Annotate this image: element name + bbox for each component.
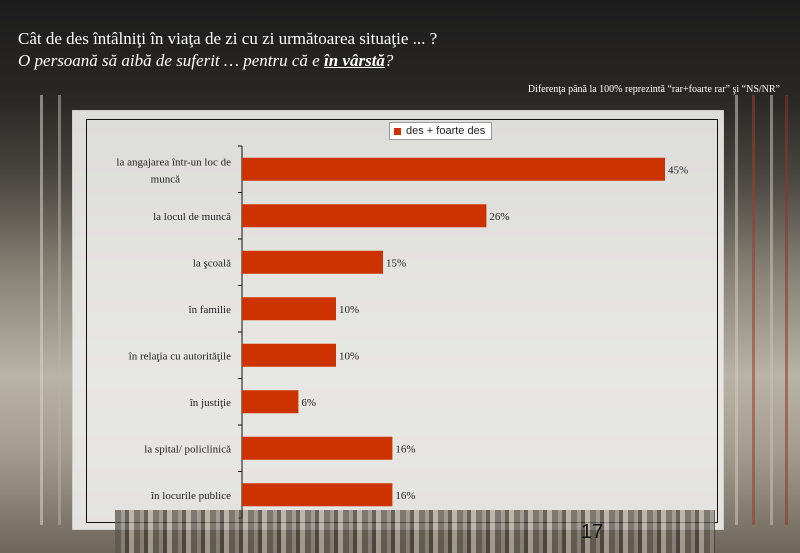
category-label: la angajarea într-un loc de muncă <box>116 156 231 185</box>
category-label: în familie <box>188 304 232 316</box>
percentage-note: Diferenţa până la 100% reprezintă “rar+f… <box>527 84 780 95</box>
data-label: 26% <box>489 211 509 223</box>
title-emphasis: în vârstă <box>323 51 385 70</box>
legend-swatch <box>394 127 401 135</box>
bar <box>242 436 393 460</box>
data-label: 10% <box>339 304 359 316</box>
data-label: 10% <box>339 350 359 362</box>
background-streak <box>58 95 61 525</box>
category-label: la locul de muncă <box>153 211 231 223</box>
data-label: 45% <box>668 164 688 176</box>
bar <box>242 297 336 321</box>
background-streak <box>785 95 788 525</box>
title-subquestion-text: O persoană să aibă de suferit … pentru c… <box>18 51 324 70</box>
title-subquestion: O persoană să aibă de suferit … pentru c… <box>18 50 437 72</box>
page-number: 17 <box>581 521 604 543</box>
background-streak <box>735 95 738 525</box>
title-question-mark: ? <box>384 51 394 70</box>
category-label: în relaţia cu autorităţile <box>128 350 231 362</box>
category-label: la şcoală <box>193 257 231 269</box>
bar <box>242 390 299 414</box>
data-label: 6% <box>301 397 316 409</box>
data-label: 15% <box>386 257 406 269</box>
title-question: Cât de des întâlniţi în viaţa de zi cu z… <box>18 29 438 48</box>
bar <box>242 204 487 228</box>
slide-title: Cât de des întâlniţi în viaţa de zi cu z… <box>18 28 437 72</box>
background-streak <box>752 95 755 525</box>
background-streak <box>40 95 43 525</box>
category-label: în locurile publice <box>150 490 231 502</box>
category-label: în justiţie <box>189 397 231 409</box>
bar <box>242 483 393 507</box>
data-label: 16% <box>395 443 415 455</box>
footer-photo-strip <box>115 510 715 553</box>
chart-legend: des + foarte des <box>389 122 493 140</box>
legend-label: des + foarte des <box>406 125 486 137</box>
bar <box>242 250 383 274</box>
bar <box>242 157 665 181</box>
category-label: la spital/ policlinică <box>144 443 231 455</box>
bar <box>242 343 336 367</box>
background-streak <box>770 95 773 525</box>
data-label: 16% <box>395 490 415 502</box>
